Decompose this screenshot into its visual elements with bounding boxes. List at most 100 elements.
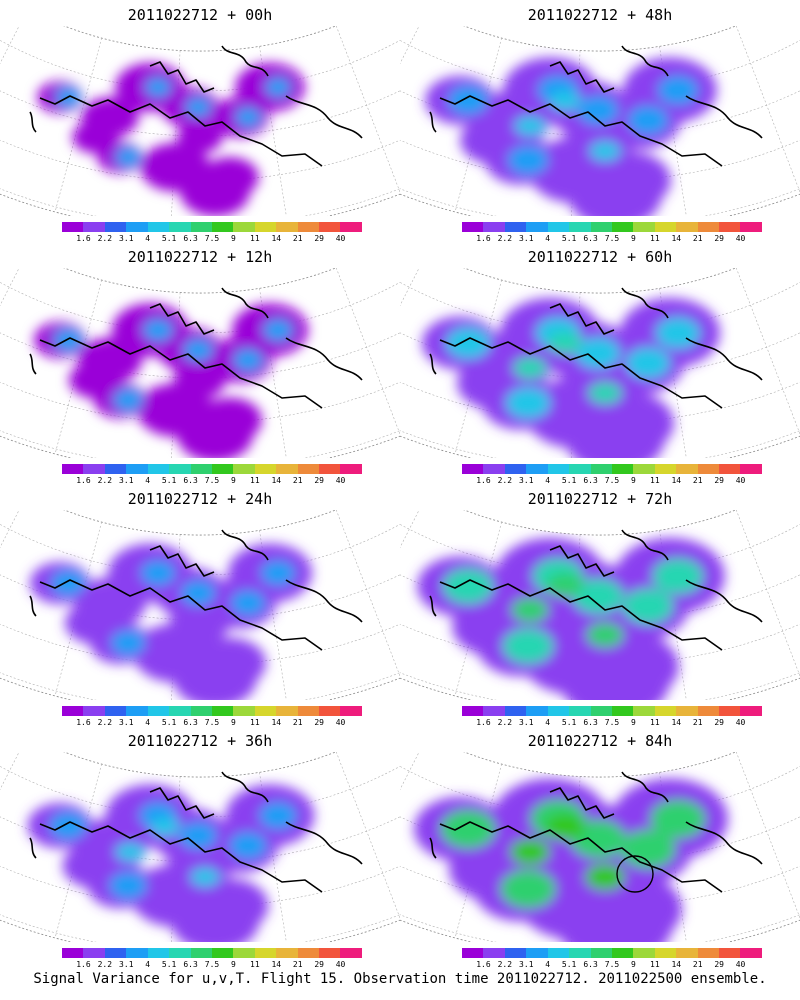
colorbar-swatch	[526, 222, 548, 232]
panel-title: 2011022712 + 12h	[127, 248, 273, 266]
colorbar-tick-label: 2.2	[97, 718, 113, 727]
colorbar-swatch	[169, 222, 191, 232]
colorbar-swatch	[483, 706, 505, 716]
colorbar-swatch	[697, 706, 720, 716]
colorbar-tick-label: 5.1	[561, 718, 577, 727]
colorbar-swatch	[611, 464, 634, 474]
colorbar-swatch	[719, 706, 741, 716]
panel-title: 2011022712 + 24h	[127, 490, 273, 508]
colorbar-tick-label: 7.5	[604, 718, 620, 727]
map-panel: 2011022712 + 00h 1.6 2.2 3.1 4 5.1 6.3 7.5 9 11 14…	[0, 0, 400, 243]
colorbar-swatch	[697, 948, 720, 958]
colorbar-tick-label: 1.6	[476, 234, 491, 243]
colorbar-swatch	[62, 948, 84, 958]
panel-title: 2011022712 + 00h	[127, 6, 273, 24]
colorbar-swatch	[547, 706, 570, 716]
colorbar-tick-label: 40	[335, 476, 346, 485]
colorbar-tick-label: 4	[545, 718, 551, 727]
colorbar-swatch	[211, 222, 234, 232]
colorbar-swatch	[276, 464, 298, 474]
colorbar-tick-label: 11	[650, 718, 660, 727]
colorbar-tick-label: 6.3	[183, 718, 198, 727]
map-panel: 2011022712 + 24h 1.6 2.2 3.1 4 5.1 6.3 7.5 9 11 14…	[0, 484, 400, 727]
colorbar-swatch	[233, 706, 255, 716]
colorbar-swatch	[633, 222, 655, 232]
colorbar-tick-label: 6.3	[183, 234, 198, 243]
colorbar-tick-label: 7.5	[204, 718, 220, 727]
colorbar-tick-label: 40	[335, 960, 346, 969]
colorbar-tick-label: 14	[271, 234, 282, 243]
colorbar-tick-label: 9	[231, 960, 236, 969]
colorbar-ticks: 1.6 2.2 3.1 4 5.1 6.3 7.5 9 11 14 21 29 40	[50, 476, 374, 486]
colorbar-swatch	[190, 948, 212, 958]
colorbar-tick-label: 21	[292, 960, 303, 969]
colorbar-tick-label: 2.2	[97, 476, 113, 485]
colorbar-tick-label: 1.6	[476, 718, 491, 727]
variance-map	[0, 268, 400, 458]
colorbar-swatch	[611, 706, 634, 716]
coastline	[29, 287, 363, 409]
colorbar-tick-label: 3.1	[119, 234, 134, 243]
colorbar-swatch	[254, 464, 277, 474]
colorbar-tick-label: 21	[292, 718, 303, 727]
coastline	[429, 287, 763, 409]
colorbar-tick-label: 14	[671, 960, 682, 969]
colorbar-swatch	[169, 706, 191, 716]
colorbar-tick-label: 2.2	[497, 960, 513, 969]
colorbar-tick-label: 29	[714, 234, 724, 243]
colorbar-tick-label: 40	[335, 234, 346, 243]
colorbar-tick-label: 40	[735, 718, 746, 727]
coastline	[29, 45, 363, 167]
colorbar-swatch	[276, 706, 298, 716]
colorbar-tick-label: 29	[714, 718, 724, 727]
colorbar-swatch	[340, 222, 362, 232]
colorbar-swatch	[340, 706, 362, 716]
colorbar-tick-label: 5.1	[161, 960, 177, 969]
colorbar-swatch	[483, 222, 505, 232]
colorbar-swatch	[254, 222, 277, 232]
colorbar-tick-label: 29	[314, 234, 324, 243]
colorbar-swatch	[611, 222, 634, 232]
colorbar-swatch	[569, 706, 591, 716]
colorbar-swatch	[83, 222, 105, 232]
colorbar-tick-label: 1.6	[76, 960, 91, 969]
colorbar	[462, 948, 762, 958]
colorbar-swatch	[504, 706, 527, 716]
colorbar-tick-label: 4	[545, 476, 551, 485]
variance-map	[400, 26, 800, 216]
colorbar-tick-label: 7.5	[604, 234, 620, 243]
colorbar-tick-label: 3.1	[519, 234, 534, 243]
colorbar-tick-label: 21	[692, 960, 703, 969]
colorbar-swatch	[740, 464, 762, 474]
colorbar-swatch	[190, 706, 212, 716]
colorbar-tick-label: 5.1	[161, 476, 177, 485]
colorbar-swatch	[104, 464, 127, 474]
colorbar-swatch	[504, 464, 527, 474]
colorbar-swatch	[547, 948, 570, 958]
colorbar-swatch	[190, 222, 212, 232]
colorbar-swatch	[147, 948, 170, 958]
variance-map	[0, 26, 400, 216]
flight-marker	[616, 855, 654, 893]
coastline	[429, 45, 763, 167]
colorbar-tick-label: 11	[250, 718, 260, 727]
colorbar-swatch	[297, 222, 320, 232]
colorbar-swatch	[319, 948, 341, 958]
colorbar-tick-label: 4	[145, 234, 151, 243]
colorbar-tick-label: 11	[650, 476, 660, 485]
variance-map	[0, 510, 400, 700]
colorbar-swatch	[740, 948, 762, 958]
colorbar-swatch	[654, 706, 677, 716]
colorbar-swatch	[569, 222, 591, 232]
colorbar-tick-label: 29	[714, 960, 724, 969]
colorbar-swatch	[62, 706, 84, 716]
coastline	[29, 771, 363, 893]
colorbar-tick-label: 1.6	[476, 960, 491, 969]
colorbar-tick-label: 11	[650, 234, 660, 243]
colorbar-tick-label: 3.1	[519, 476, 534, 485]
colorbar-tick-label: 5.1	[561, 234, 577, 243]
figure-caption: Signal Variance for u,v,T. Flight 15. Ob…	[33, 971, 767, 987]
colorbar-swatch	[697, 222, 720, 232]
coastline	[29, 529, 363, 651]
colorbar-tick-label: 21	[692, 234, 703, 243]
